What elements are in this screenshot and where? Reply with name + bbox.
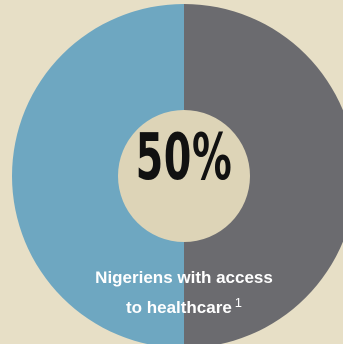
caption-line-1: Nigeriens with access: [95, 268, 273, 287]
slice-healthcare-access: [12, 4, 184, 344]
center-percentage: 50%: [135, 121, 233, 195]
slice-remainder: [184, 4, 343, 344]
donut-caption: Nigeriens with access to healthcare 1: [0, 265, 343, 320]
caption-line-2: to healthcare 1: [0, 290, 343, 320]
caption-line-2-text: to healthcare: [125, 298, 232, 317]
donut-hole: [118, 110, 250, 242]
footnote-marker: 1: [234, 295, 243, 310]
